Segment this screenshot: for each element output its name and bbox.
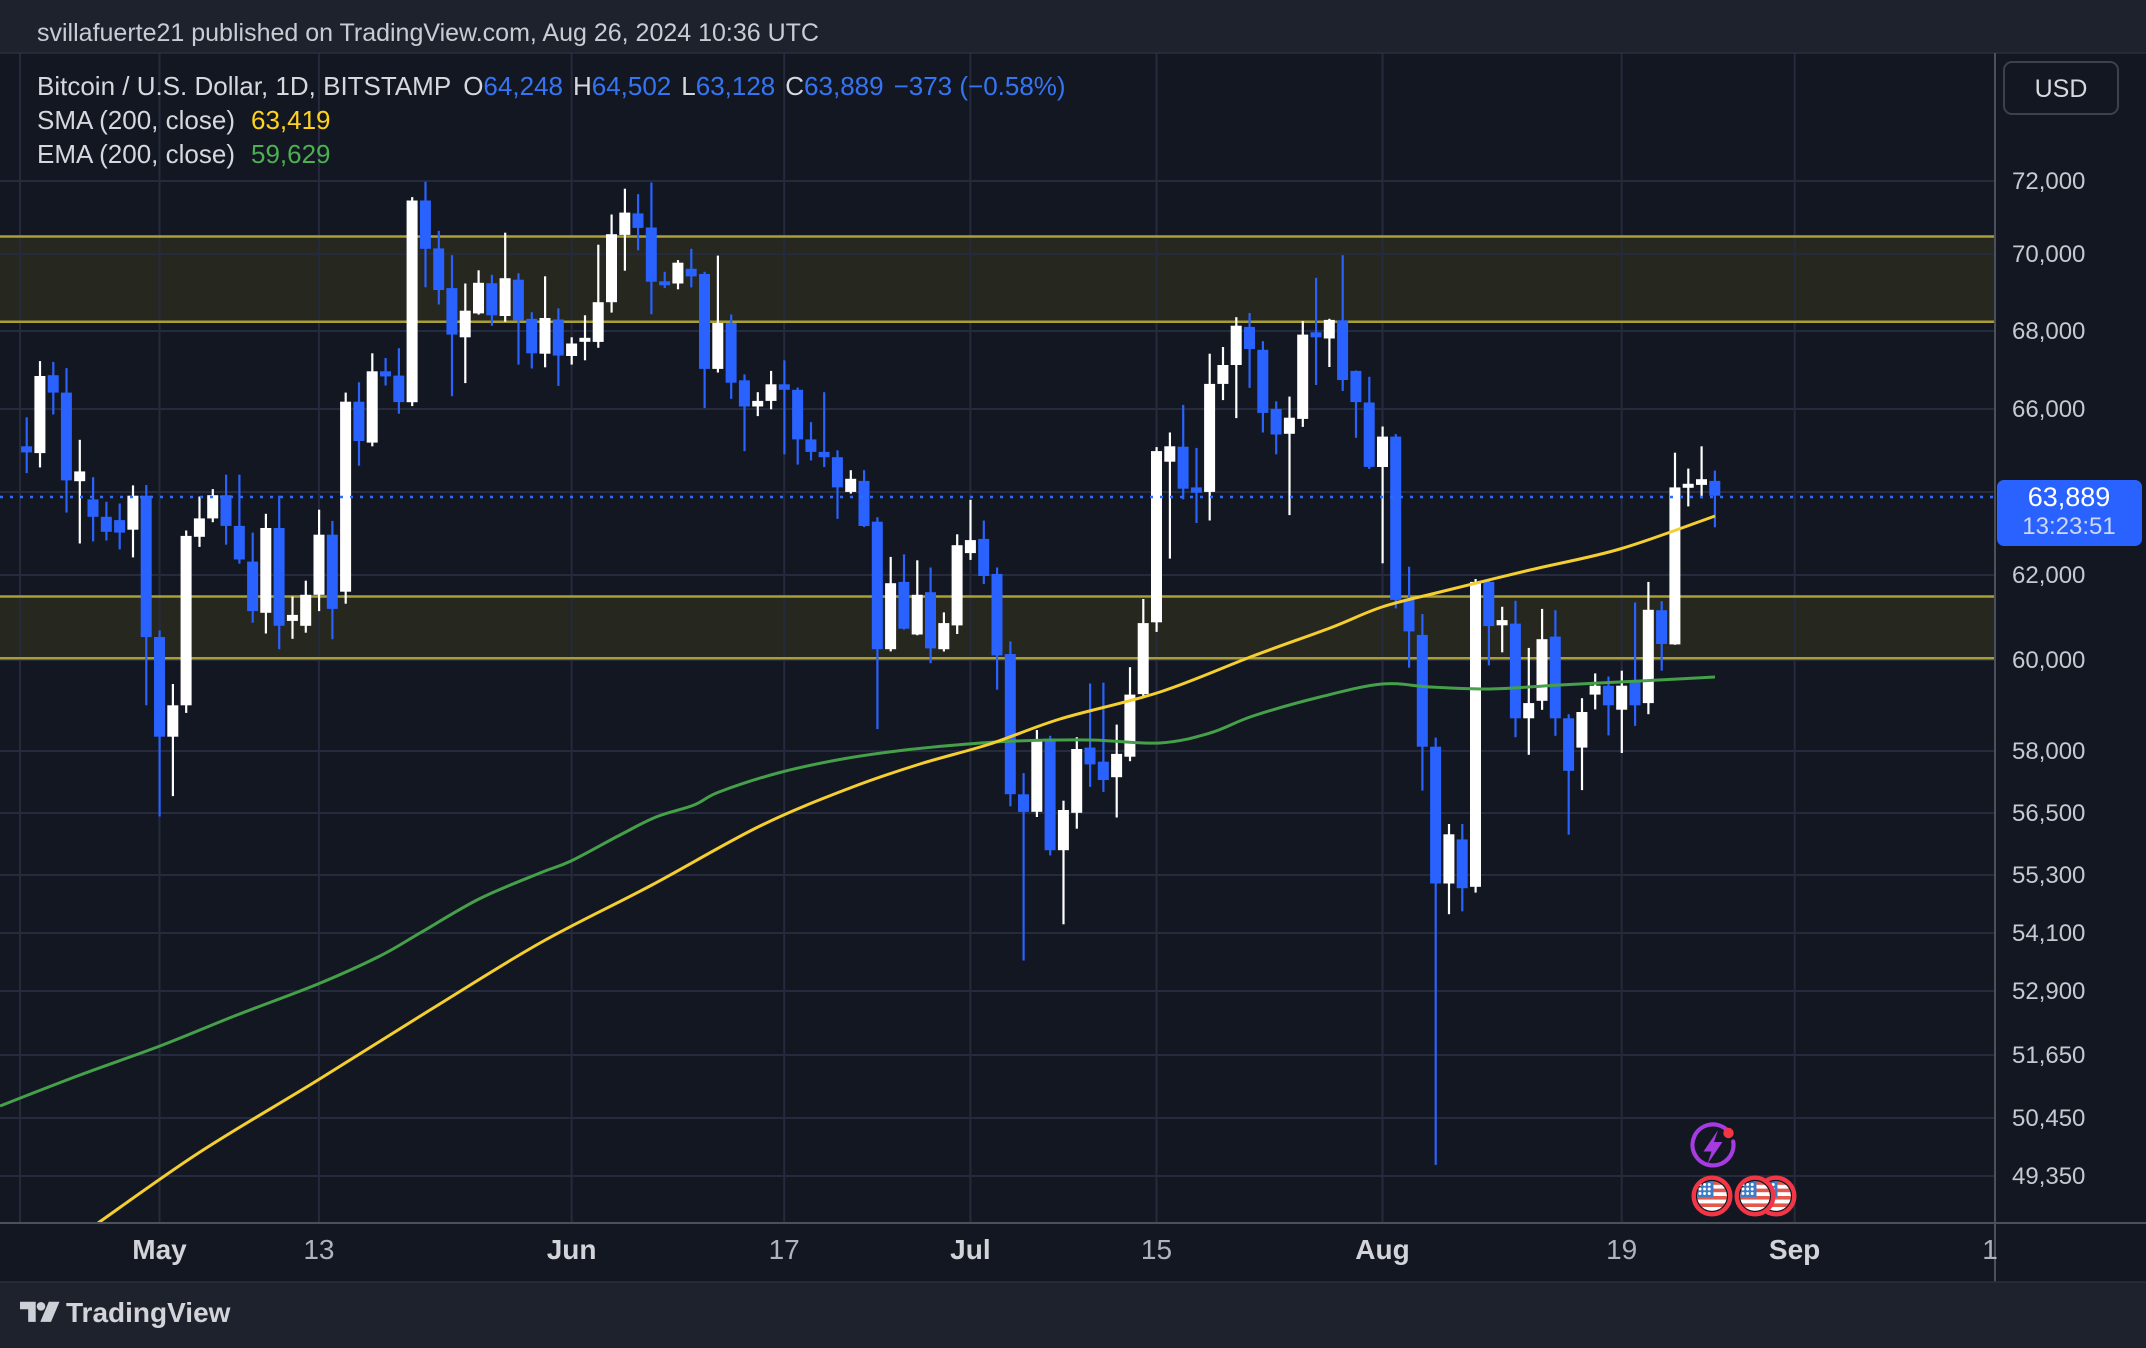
svg-text:60,000: 60,000 (2012, 647, 2085, 674)
svg-text:svillafuerte21 published on Tr: svillafuerte21 published on TradingView.… (37, 19, 819, 47)
svg-text:51,650: 51,650 (2012, 1042, 2085, 1069)
svg-text:May: May (132, 1234, 187, 1265)
svg-text:SMA (200, close)63,419: SMA (200, close) 63,419 (37, 105, 331, 135)
svg-text:70,000: 70,000 (2012, 241, 2085, 268)
svg-text:17: 17 (769, 1234, 800, 1265)
svg-text:66,000: 66,000 (2012, 396, 2085, 423)
svg-text:49,350: 49,350 (2012, 1163, 2085, 1190)
svg-text:15: 15 (1141, 1234, 1172, 1265)
svg-text:USD: USD (2035, 75, 2088, 103)
svg-text:EMA (200, close)59,629: EMA (200, close) 59,629 (37, 139, 331, 169)
svg-text:52,900: 52,900 (2012, 978, 2085, 1005)
svg-text:Aug: Aug (1355, 1234, 1409, 1265)
svg-text:56,500: 56,500 (2012, 800, 2085, 827)
svg-text:TradingView: TradingView (66, 1297, 231, 1328)
svg-text:58,000: 58,000 (2012, 738, 2085, 765)
svg-text:13:23:51: 13:23:51 (2022, 513, 2115, 540)
svg-text:68,000: 68,000 (2012, 318, 2085, 345)
svg-text:Bitcoin / U.S. Dollar, 1D, BIT: Bitcoin / U.S. Dollar, 1D, BITSTAMP O64,2… (37, 71, 1066, 101)
svg-text:Jul: Jul (950, 1234, 990, 1265)
svg-text:62,000: 62,000 (2012, 562, 2085, 589)
svg-text:1: 1 (1982, 1234, 1998, 1265)
svg-text:Jun: Jun (547, 1234, 597, 1265)
svg-text:55,300: 55,300 (2012, 862, 2085, 889)
svg-text:19: 19 (1606, 1234, 1637, 1265)
svg-text:72,000: 72,000 (2012, 168, 2085, 195)
svg-text:54,100: 54,100 (2012, 920, 2085, 947)
svg-text:50,450: 50,450 (2012, 1105, 2085, 1132)
svg-text:13: 13 (303, 1234, 334, 1265)
svg-text:Sep: Sep (1769, 1234, 1820, 1265)
svg-text:63,889: 63,889 (2028, 482, 2111, 512)
